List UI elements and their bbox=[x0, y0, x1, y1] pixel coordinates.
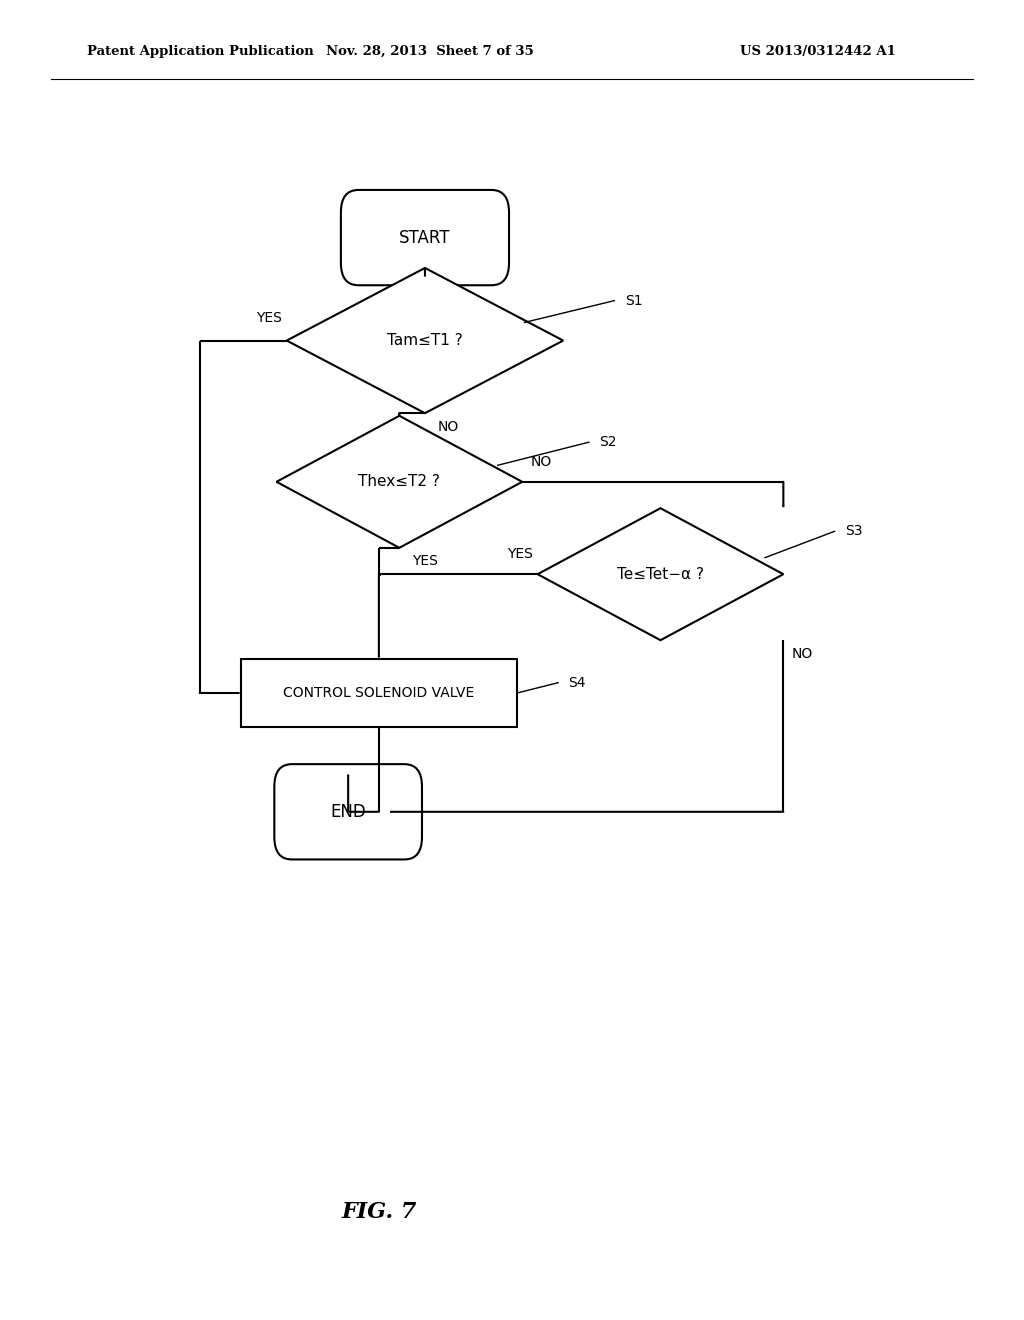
Text: Thex≤T2 ?: Thex≤T2 ? bbox=[358, 474, 440, 490]
Polygon shape bbox=[287, 268, 563, 413]
Text: Patent Application Publication: Patent Application Publication bbox=[87, 45, 313, 58]
Text: Tam≤T1 ?: Tam≤T1 ? bbox=[387, 333, 463, 348]
Text: YES: YES bbox=[412, 554, 437, 569]
FancyBboxPatch shape bbox=[274, 764, 422, 859]
Text: NO: NO bbox=[530, 454, 552, 469]
Text: YES: YES bbox=[256, 310, 282, 325]
Text: US 2013/0312442 A1: US 2013/0312442 A1 bbox=[740, 45, 896, 58]
Text: END: END bbox=[331, 803, 366, 821]
Text: S2: S2 bbox=[599, 436, 616, 449]
Text: S3: S3 bbox=[845, 524, 862, 539]
Bar bbox=[241, 659, 517, 727]
Text: Te≤Tet−α ?: Te≤Tet−α ? bbox=[617, 566, 703, 582]
Text: START: START bbox=[399, 228, 451, 247]
Polygon shape bbox=[276, 416, 522, 548]
Text: CONTROL SOLENOID VALVE: CONTROL SOLENOID VALVE bbox=[284, 686, 474, 700]
Text: S1: S1 bbox=[625, 293, 642, 308]
Text: YES: YES bbox=[507, 546, 532, 561]
Text: FIG. 7: FIG. 7 bbox=[341, 1201, 417, 1222]
Polygon shape bbox=[538, 508, 783, 640]
FancyBboxPatch shape bbox=[341, 190, 509, 285]
Text: NO: NO bbox=[437, 420, 459, 434]
Text: S4: S4 bbox=[568, 676, 586, 690]
Text: Nov. 28, 2013  Sheet 7 of 35: Nov. 28, 2013 Sheet 7 of 35 bbox=[327, 45, 534, 58]
Text: NO: NO bbox=[792, 647, 813, 661]
